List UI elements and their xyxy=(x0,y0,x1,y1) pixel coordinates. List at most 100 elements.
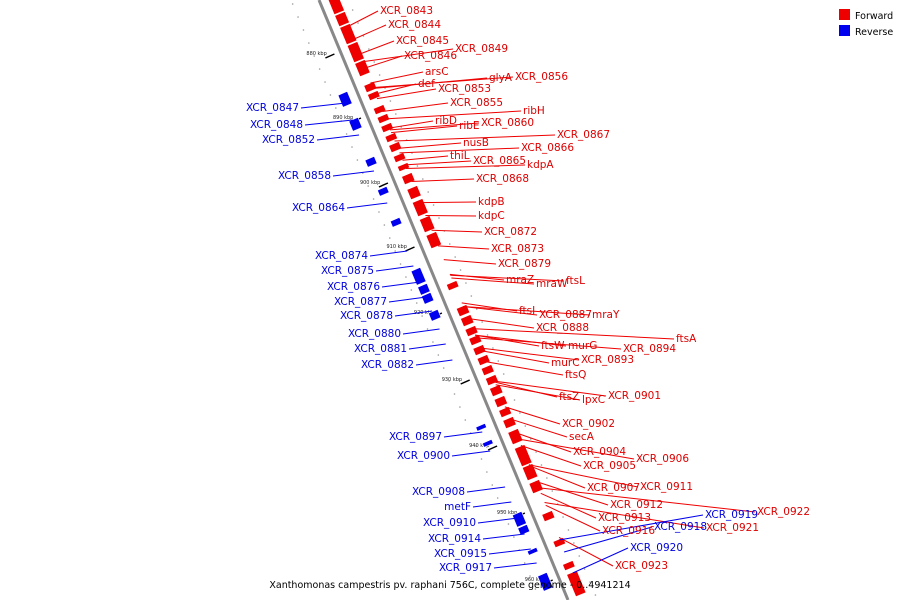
leader-line xyxy=(369,250,408,257)
leader-line xyxy=(545,504,601,532)
kbp-tick-label: 920 kbp xyxy=(414,310,434,316)
leader-line xyxy=(528,464,639,488)
tick-dot xyxy=(486,471,488,473)
tick-dot xyxy=(368,48,370,50)
reverse-label-leaders xyxy=(300,102,704,574)
tick-dot xyxy=(415,302,418,304)
tick-dot xyxy=(454,256,456,258)
tick-dot xyxy=(523,562,526,564)
gene-label-ftsw: ftsW xyxy=(541,340,565,352)
tick-dot xyxy=(578,555,581,557)
leader-line xyxy=(332,170,375,177)
tick-dot xyxy=(475,445,477,447)
tick-dot xyxy=(551,490,554,492)
gene-label-ftsi: ftsI xyxy=(519,305,535,317)
legend-label-forward: Forward xyxy=(855,11,893,22)
gene-label-xcr-0921: XCR_0921 xyxy=(706,522,759,534)
leader-line xyxy=(408,343,446,350)
tick-dot xyxy=(313,55,316,57)
gene-label-mraw: mraW xyxy=(536,278,568,290)
tick-dot xyxy=(308,42,310,44)
leader-line xyxy=(405,164,526,170)
tick-dot xyxy=(513,399,516,401)
forward-feature xyxy=(425,231,442,250)
leader-line xyxy=(494,380,607,397)
forward-label-leaders xyxy=(346,10,756,567)
tick-dot xyxy=(513,536,515,538)
forward-feature xyxy=(507,428,524,446)
reverse-features xyxy=(337,91,554,592)
tick-dot xyxy=(535,451,537,453)
gene-label-xcr-0916: XCR_0916 xyxy=(602,525,655,537)
gene-label-xcr-0912: XCR_0912 xyxy=(610,499,663,511)
reverse-feature xyxy=(410,267,427,286)
gene-label-xcr-0855: XCR_0855 xyxy=(450,97,503,109)
forward-feature xyxy=(388,141,403,154)
forward-feature xyxy=(346,41,365,64)
leader-line xyxy=(474,334,567,347)
gene-label-xcr-0876: XCR_0876 xyxy=(327,281,380,293)
gene-label-ribh: ribH xyxy=(523,105,545,117)
tick-dot xyxy=(421,178,424,180)
gene-label-xcr-0873: XCR_0873 xyxy=(491,243,544,255)
leader-line xyxy=(443,259,497,265)
genome-backbone xyxy=(317,0,570,600)
tick-dot xyxy=(329,94,332,96)
gene-label-ftsz: ftsZ xyxy=(559,391,579,403)
forward-feature xyxy=(472,344,487,357)
kbp-tick-label: 880 kbp xyxy=(306,51,326,57)
gene-label-lpxc: lpxC xyxy=(582,394,605,406)
leader-line xyxy=(544,502,705,529)
leader-line xyxy=(472,501,512,508)
leader-line xyxy=(358,40,395,55)
tick-dot xyxy=(383,224,386,226)
forward-feature xyxy=(406,185,422,201)
tick-dot xyxy=(529,438,532,440)
leader-line xyxy=(558,537,614,567)
forward-feature xyxy=(397,162,410,173)
gene-label-ftsl: ftsL xyxy=(566,275,585,287)
gene-label-xcr-0906: XCR_0906 xyxy=(636,453,689,465)
leader-line xyxy=(402,328,440,335)
leader-line xyxy=(488,548,531,555)
gene-label-xcr-0882: XCR_0882 xyxy=(361,359,414,371)
gene-label-xcr-0878: XCR_0878 xyxy=(340,310,393,322)
leader-line xyxy=(451,277,535,285)
gene-label-xcr-0849: XCR_0849 xyxy=(455,43,508,55)
tick-dot xyxy=(378,74,381,76)
forward-feature xyxy=(541,510,556,523)
leader-line xyxy=(394,134,556,142)
leader-line xyxy=(493,562,537,569)
tick-dot xyxy=(540,464,543,466)
kbp-tick-label: 900 kbp xyxy=(360,180,380,186)
tick-dot xyxy=(432,341,434,343)
leader-line xyxy=(494,381,558,398)
leader-line xyxy=(538,487,756,513)
gene-label-kdpb: kdpB xyxy=(478,196,505,208)
leader-line xyxy=(520,445,582,467)
gene-label-xcr-0919: XCR_0919 xyxy=(705,509,758,521)
gene-label-xcr-0846: XCR_0846 xyxy=(404,50,457,62)
tick-dot xyxy=(345,133,348,135)
reverse-gene-labels: XCR_0847 XCR_0848 XCR_0852 XCR_0858 XCR_0864… xyxy=(246,102,758,574)
tick-dot xyxy=(448,243,451,245)
reverse-feature xyxy=(428,309,442,322)
tick-dot xyxy=(432,204,435,206)
gene-label-xcr-0860: XCR_0860 xyxy=(481,117,534,129)
tick-dot xyxy=(459,269,462,271)
leader-line xyxy=(472,328,675,340)
kbp-tick-label: 890 kbp xyxy=(333,115,353,121)
kbp-tick xyxy=(325,53,335,59)
leader-line xyxy=(346,10,379,28)
tick-dot xyxy=(318,68,321,70)
tick-dot xyxy=(573,542,575,544)
forward-feature xyxy=(367,90,381,102)
reverse-feature xyxy=(377,186,390,197)
gene-label-xcr-0907: XCR_0907 xyxy=(587,482,640,494)
forward-feature xyxy=(455,304,471,318)
leader-line xyxy=(529,465,586,489)
gene-label-ribd: ribD xyxy=(435,115,457,127)
tick-dot xyxy=(465,282,467,284)
forward-feature xyxy=(401,172,416,186)
